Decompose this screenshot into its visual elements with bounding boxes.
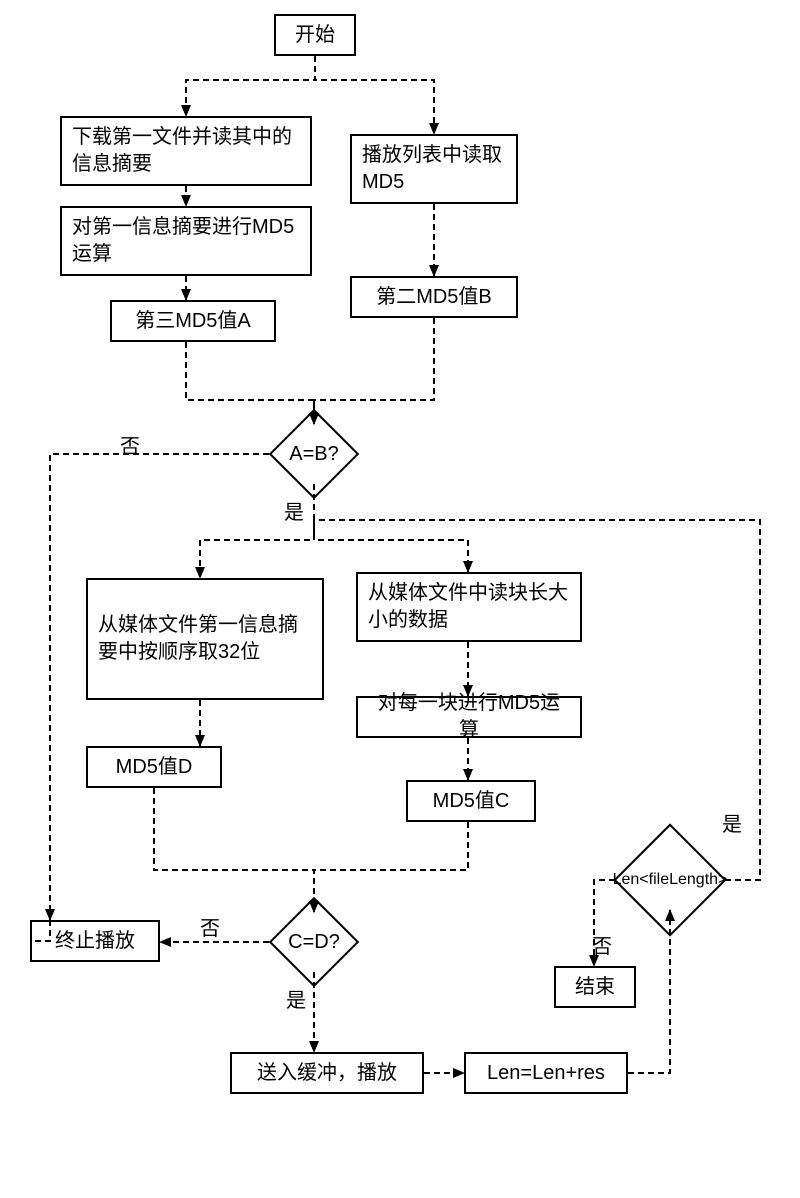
label: 终止播放: [55, 928, 135, 955]
node-play: 送入缓冲，播放: [230, 1052, 424, 1094]
node-md5-block: 对每一块进行MD5运算: [356, 696, 582, 738]
node-value-b: 第二MD5值B: [350, 276, 518, 318]
label: Len=Len+res: [487, 1060, 605, 1087]
decision-len: Len<fileLength>: [613, 823, 726, 936]
node-read-block: 从媒体文件中读块长大小的数据: [356, 572, 582, 642]
decision-c-eq-d: C=D?: [269, 897, 360, 988]
label: MD5值C: [433, 788, 510, 815]
label: 开始: [295, 22, 335, 49]
decision-a-eq-b: A=B?: [269, 409, 360, 500]
label: 送入缓冲，播放: [257, 1060, 397, 1087]
label: A=B?: [289, 443, 338, 466]
node-stop: 终止播放: [30, 920, 160, 962]
edge-label-no-2: 否: [200, 912, 220, 941]
node-md5-first: 对第一信息摘要进行MD5运算: [60, 206, 312, 276]
node-start: 开始: [274, 14, 356, 56]
edge-label-yes-3: 是: [722, 808, 742, 837]
edge-label-no-3: 否: [592, 930, 612, 959]
label: Len<fileLength>: [613, 871, 728, 889]
node-read-32: 从媒体文件第一信息摘要中按顺序取32位: [86, 578, 324, 700]
node-value-a: 第三MD5值A: [110, 300, 276, 342]
edge-label-no-1: 否: [120, 430, 140, 459]
edge-label-yes-2: 是: [286, 984, 306, 1013]
label: 播放列表中读取MD5: [362, 142, 506, 196]
label: C=D?: [288, 931, 340, 954]
edge-label-yes-1: 是: [284, 496, 304, 525]
label: 结束: [575, 974, 615, 1001]
label: 从媒体文件中读块长大小的数据: [368, 580, 570, 634]
node-playlist-read: 播放列表中读取MD5: [350, 134, 518, 204]
node-value-d: MD5值D: [86, 746, 222, 788]
label: 下载第一文件并读其中的信息摘要: [72, 124, 300, 178]
label: 对每一块进行MD5运算: [368, 690, 570, 744]
label: 从媒体文件第一信息摘要中按顺序取32位: [98, 612, 312, 666]
label: MD5值D: [116, 754, 193, 781]
label: 对第一信息摘要进行MD5运算: [72, 214, 300, 268]
label: 第三MD5值A: [135, 308, 251, 335]
label: 第二MD5值B: [376, 284, 492, 311]
node-value-c: MD5值C: [406, 780, 536, 822]
node-download: 下载第一文件并读其中的信息摘要: [60, 116, 312, 186]
node-len: Len=Len+res: [464, 1052, 628, 1094]
node-end: 结束: [554, 966, 636, 1008]
